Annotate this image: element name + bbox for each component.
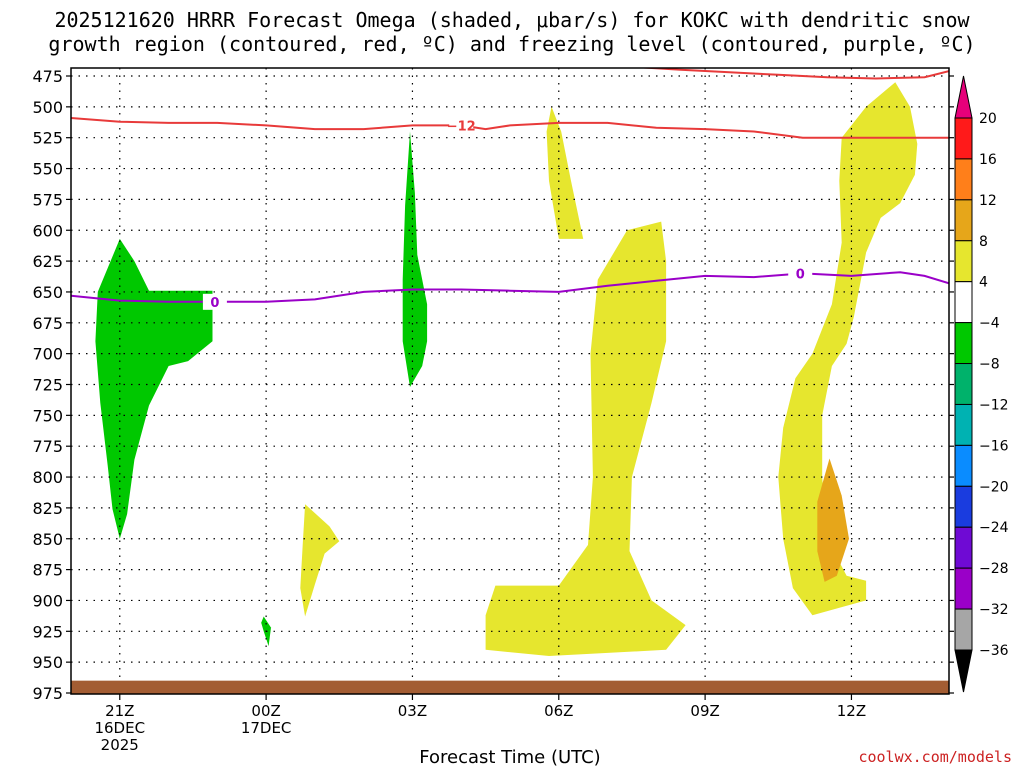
colorbar-label: −8 <box>979 357 1000 373</box>
colorbar-segment <box>954 485 973 528</box>
dgz-top-contour <box>641 68 949 80</box>
colorbar-label: −32 <box>979 602 1009 618</box>
omega-region-2 <box>402 131 428 387</box>
colorbar-segment <box>954 158 973 201</box>
plot-frame <box>70 67 950 695</box>
colorbar-segment <box>954 199 973 242</box>
y-tick-label: 525 <box>32 129 63 148</box>
y-tick-label: 500 <box>32 98 63 117</box>
x-tick-label: 09Z <box>690 702 719 720</box>
freezing-level-label-2: 0 <box>796 267 805 282</box>
omega-region-4 <box>546 106 584 239</box>
colorbar-label: 8 <box>979 234 988 250</box>
colorbar-bottom-arrow <box>954 649 973 693</box>
colorbar-label: −4 <box>979 316 1000 332</box>
y-tick-label: 550 <box>32 160 63 179</box>
y-tick-label: 800 <box>32 468 63 487</box>
terrain-fill <box>71 680 949 694</box>
colorbar-top-arrow <box>954 75 973 119</box>
omega-region-8 <box>817 458 849 582</box>
colorbar-label: −12 <box>979 397 1009 413</box>
omega-region-1 <box>95 238 213 539</box>
chart-title-line1: 2025121620 HRRR Forecast Omega (shaded, … <box>54 8 970 32</box>
x-tick-label: 12Z <box>837 702 866 720</box>
y-tick-label: 850 <box>32 530 63 549</box>
colorbar-segment <box>954 444 973 487</box>
x-tick-label: 16DEC <box>94 719 145 737</box>
x-axis-label: Forecast Time (UTC) <box>419 747 600 768</box>
x-tick-label: 21Z <box>105 702 134 720</box>
y-tick-label: 775 <box>32 437 63 456</box>
colorbar-segment <box>954 281 973 324</box>
freezing-level-label-1: 0 <box>210 296 219 311</box>
colorbar: 20 16 12 8 4 −4 −8 −12 −16 −20 −24 −28 −32 −36 <box>954 75 1009 693</box>
colorbar-label: 12 <box>979 193 997 209</box>
colorbar-label: −16 <box>979 438 1009 454</box>
y-tick-label: 975 <box>32 684 63 703</box>
colorbar-segment <box>954 403 973 446</box>
y-tick-label: 675 <box>32 314 63 333</box>
freezing-level-label-2-bg <box>788 265 813 282</box>
y-tick-label: 750 <box>32 406 63 425</box>
freezing-level-label-1-bg <box>202 293 227 310</box>
colorbar-label: −20 <box>979 479 1009 495</box>
chart-title-line2: growth region (contoured, red, ºC) and f… <box>48 32 975 56</box>
y-tick-label: 900 <box>32 591 63 610</box>
colorbar-segment <box>954 567 973 610</box>
x-tick-label: 17DEC <box>241 719 292 737</box>
dgz-contour-label: −12 <box>447 119 476 134</box>
y-tick-label: 725 <box>32 376 63 395</box>
x-tick-label: 00Z <box>251 702 280 720</box>
y-tick-label: 950 <box>32 653 63 672</box>
dgz-bottom-contour <box>71 117 949 139</box>
y-axis-ticks: 475 500 525 550 575 600 625 650 675 700 725 750 775 8… <box>32 67 954 703</box>
colorbar-label: −28 <box>979 561 1009 577</box>
y-tick-label: 625 <box>32 252 63 271</box>
colorbar-label: 20 <box>979 111 997 127</box>
x-tick-label: 03Z <box>398 702 427 720</box>
dgz-contour-label-bg <box>449 117 474 134</box>
colorbar-segment <box>954 363 973 405</box>
omega-region-5 <box>485 221 686 656</box>
credit-text: coolwx.com/models <box>858 748 1012 766</box>
y-tick-label: 650 <box>32 283 63 302</box>
colorbar-label: −24 <box>979 520 1009 536</box>
y-tick-label: 575 <box>32 190 63 209</box>
colorbar-segment <box>954 322 973 365</box>
y-tick-label: 700 <box>32 345 63 364</box>
contour-layer: −12 0 0 <box>71 68 949 311</box>
colorbar-segment <box>954 240 973 283</box>
colorbar-segment <box>954 526 973 569</box>
colorbar-segment <box>954 117 973 160</box>
y-tick-label: 600 <box>32 221 63 240</box>
colorbar-label: 4 <box>979 275 988 291</box>
colorbar-label: 16 <box>979 152 997 168</box>
omega-region-6 <box>300 504 340 617</box>
x-tick-label: 06Z <box>544 702 573 720</box>
y-tick-label: 875 <box>32 561 63 580</box>
colorbar-label: −36 <box>979 643 1009 659</box>
y-tick-label: 475 <box>32 67 63 86</box>
x-tick-label: 2025 <box>101 736 139 754</box>
y-tick-label: 825 <box>32 499 63 518</box>
y-tick-label: 925 <box>32 622 63 641</box>
colorbar-segment <box>954 608 973 651</box>
omega-region-7 <box>778 82 918 616</box>
